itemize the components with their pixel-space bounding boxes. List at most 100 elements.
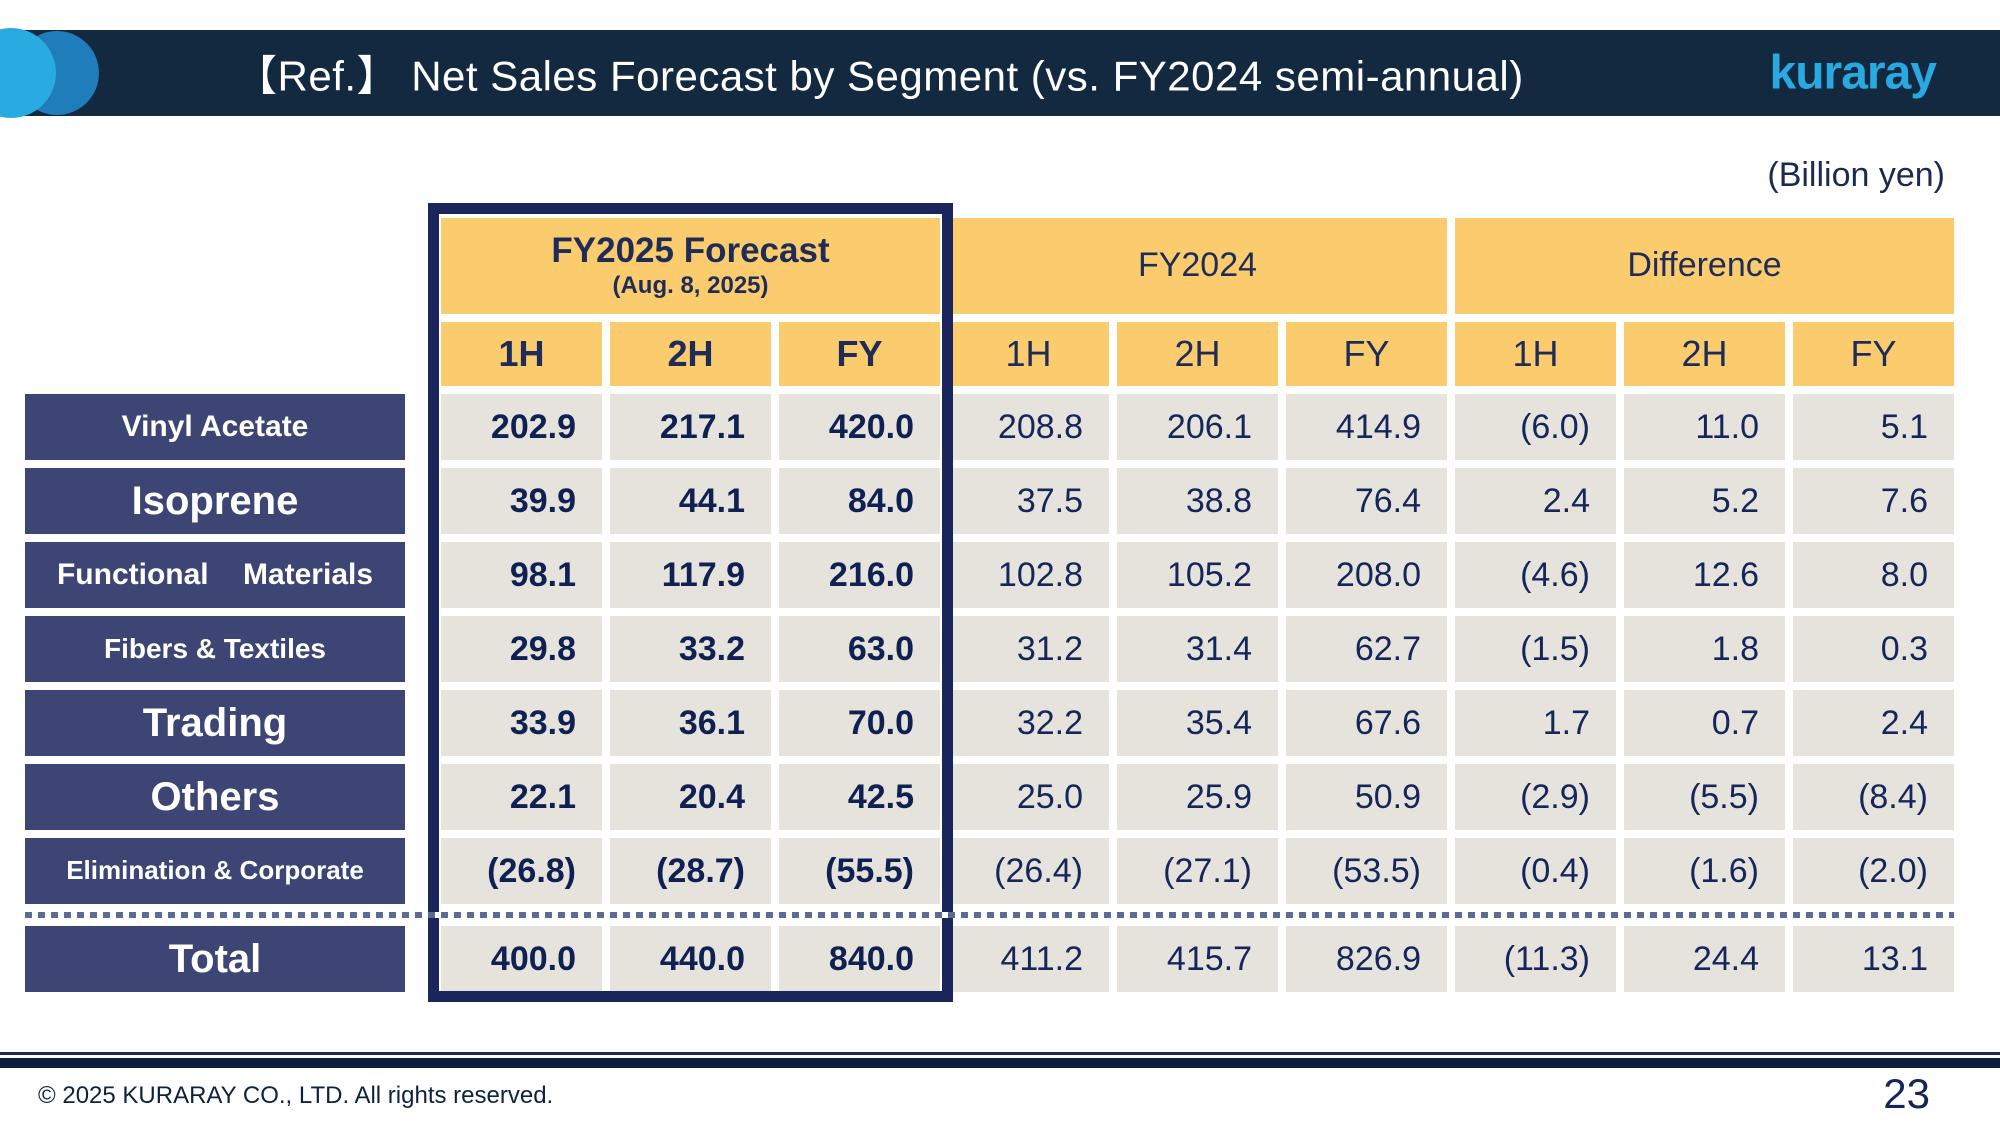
value-cell: 102.8 — [948, 542, 1109, 608]
row-label-fibers-textiles: Fibers & Textiles — [25, 616, 405, 682]
spacer-cell — [413, 838, 433, 904]
row-label-others: Others — [25, 764, 405, 830]
row-label-isoprene: Isoprene — [25, 468, 405, 534]
value-cell: 2.4 — [1455, 468, 1616, 534]
footer-line-thin — [0, 1052, 2000, 1055]
value-cell: 2.4 — [1793, 690, 1954, 756]
group-header-label: FY2024 — [1137, 246, 1258, 285]
value-cell: 105.2 — [1117, 542, 1278, 608]
value-cell: 202.9 — [441, 394, 602, 460]
spacer-cell — [413, 542, 433, 608]
row-label-trading: Trading — [25, 690, 405, 756]
footer-line-thick — [0, 1058, 2000, 1068]
value-cell: 33.2 — [610, 616, 771, 682]
value-cell: 76.4 — [1286, 468, 1447, 534]
value-cell: (5.5) — [1624, 764, 1785, 830]
group-header-sublabel: (Aug. 8, 2025) — [612, 271, 769, 299]
value-cell: 400.0 — [441, 926, 602, 992]
spacer-cell — [413, 394, 433, 460]
value-cell: 50.9 — [1286, 764, 1447, 830]
value-cell: (2.9) — [1455, 764, 1616, 830]
value-cell: 208.8 — [948, 394, 1109, 460]
value-cell: 414.9 — [1286, 394, 1447, 460]
row-label-total: Total — [25, 926, 405, 992]
value-cell: 31.2 — [948, 616, 1109, 682]
value-cell: (53.5) — [1286, 838, 1447, 904]
value-cell: 8.0 — [1793, 542, 1954, 608]
group-header-label: FY2025 Forecast — [551, 231, 830, 271]
value-cell: (55.5) — [779, 838, 940, 904]
value-cell: 826.9 — [1286, 926, 1447, 992]
value-cell: 44.1 — [610, 468, 771, 534]
value-cell: 216.0 — [779, 542, 940, 608]
page-number: 23 — [1883, 1070, 1930, 1117]
value-cell: 39.9 — [441, 468, 602, 534]
value-cell: 440.0 — [610, 926, 771, 992]
value-cell: 29.8 — [441, 616, 602, 682]
value-cell: 42.5 — [779, 764, 940, 830]
value-cell: 36.1 — [610, 690, 771, 756]
value-cell: 5.1 — [1793, 394, 1954, 460]
value-cell: 415.7 — [1117, 926, 1278, 992]
value-cell: (1.6) — [1624, 838, 1785, 904]
segment-sales-table: FY2025 Forecast (Aug. 8, 2025) FY2024 Di… — [25, 203, 1954, 1002]
row-label-elimination-corporate: Elimination & Corporate — [25, 838, 405, 904]
value-cell: (26.4) — [948, 838, 1109, 904]
value-cell: 38.8 — [1117, 468, 1278, 534]
value-cell: 63.0 — [779, 616, 940, 682]
value-cell: 84.0 — [779, 468, 940, 534]
dotted-separator — [25, 912, 1954, 918]
value-cell: 62.7 — [1286, 616, 1447, 682]
period-header: FY — [1793, 322, 1954, 386]
value-cell: (0.4) — [1455, 838, 1616, 904]
group-header-fy2024: FY2024 — [948, 218, 1447, 314]
value-cell: (28.7) — [610, 838, 771, 904]
value-cell: (2.0) — [1793, 838, 1954, 904]
title-bar: 【Ref.】 Net Sales Forecast by Segment (vs… — [0, 28, 2000, 118]
value-cell: 7.6 — [1793, 468, 1954, 534]
value-cell: 117.9 — [610, 542, 771, 608]
spacer-cell — [413, 468, 433, 534]
value-cell: (1.5) — [1455, 616, 1616, 682]
table-grid: FY2025 Forecast (Aug. 8, 2025) FY2024 Di… — [25, 218, 1954, 992]
period-header: 2H — [1624, 322, 1785, 386]
value-cell: 411.2 — [948, 926, 1109, 992]
value-cell: 25.9 — [1117, 764, 1278, 830]
period-header: 2H — [610, 322, 771, 386]
slide-title: 【Ref.】 Net Sales Forecast by Segment (vs… — [235, 52, 1524, 100]
value-cell: 208.0 — [1286, 542, 1447, 608]
value-cell: 32.2 — [948, 690, 1109, 756]
value-cell: 33.9 — [441, 690, 602, 756]
value-cell: 98.1 — [441, 542, 602, 608]
value-cell: (27.1) — [1117, 838, 1278, 904]
value-cell: 0.3 — [1793, 616, 1954, 682]
value-cell: 0.7 — [1624, 690, 1785, 756]
period-header: 2H — [1117, 322, 1278, 386]
value-cell: (26.8) — [441, 838, 602, 904]
spacer-cell — [413, 218, 433, 314]
value-cell: (11.3) — [1455, 926, 1616, 992]
value-cell: 11.0 — [1624, 394, 1785, 460]
spacer-cell — [413, 690, 433, 756]
value-cell: 20.4 — [610, 764, 771, 830]
value-cell: 22.1 — [441, 764, 602, 830]
value-cell: 206.1 — [1117, 394, 1278, 460]
spacer-cell — [413, 764, 433, 830]
value-cell: 70.0 — [779, 690, 940, 756]
value-cell: 35.4 — [1117, 690, 1278, 756]
spacer-cell — [413, 926, 433, 992]
period-header: 1H — [948, 322, 1109, 386]
spacer-cell — [25, 322, 405, 386]
row-label-vinyl-acetate: Vinyl Acetate — [25, 394, 405, 460]
group-header-fy2025-forecast: FY2025 Forecast (Aug. 8, 2025) — [441, 218, 940, 314]
value-cell: 1.8 — [1624, 616, 1785, 682]
value-cell: 5.2 — [1624, 468, 1785, 534]
value-cell: 840.0 — [779, 926, 940, 992]
spacer-cell — [25, 218, 405, 314]
copyright-text: © 2025 KURARAY CO., LTD. All rights rese… — [38, 1082, 554, 1109]
value-cell: 25.0 — [948, 764, 1109, 830]
spacer-cell — [413, 616, 433, 682]
group-header-label: Difference — [1627, 246, 1782, 285]
value-cell: (6.0) — [1455, 394, 1616, 460]
period-header: 1H — [1455, 322, 1616, 386]
